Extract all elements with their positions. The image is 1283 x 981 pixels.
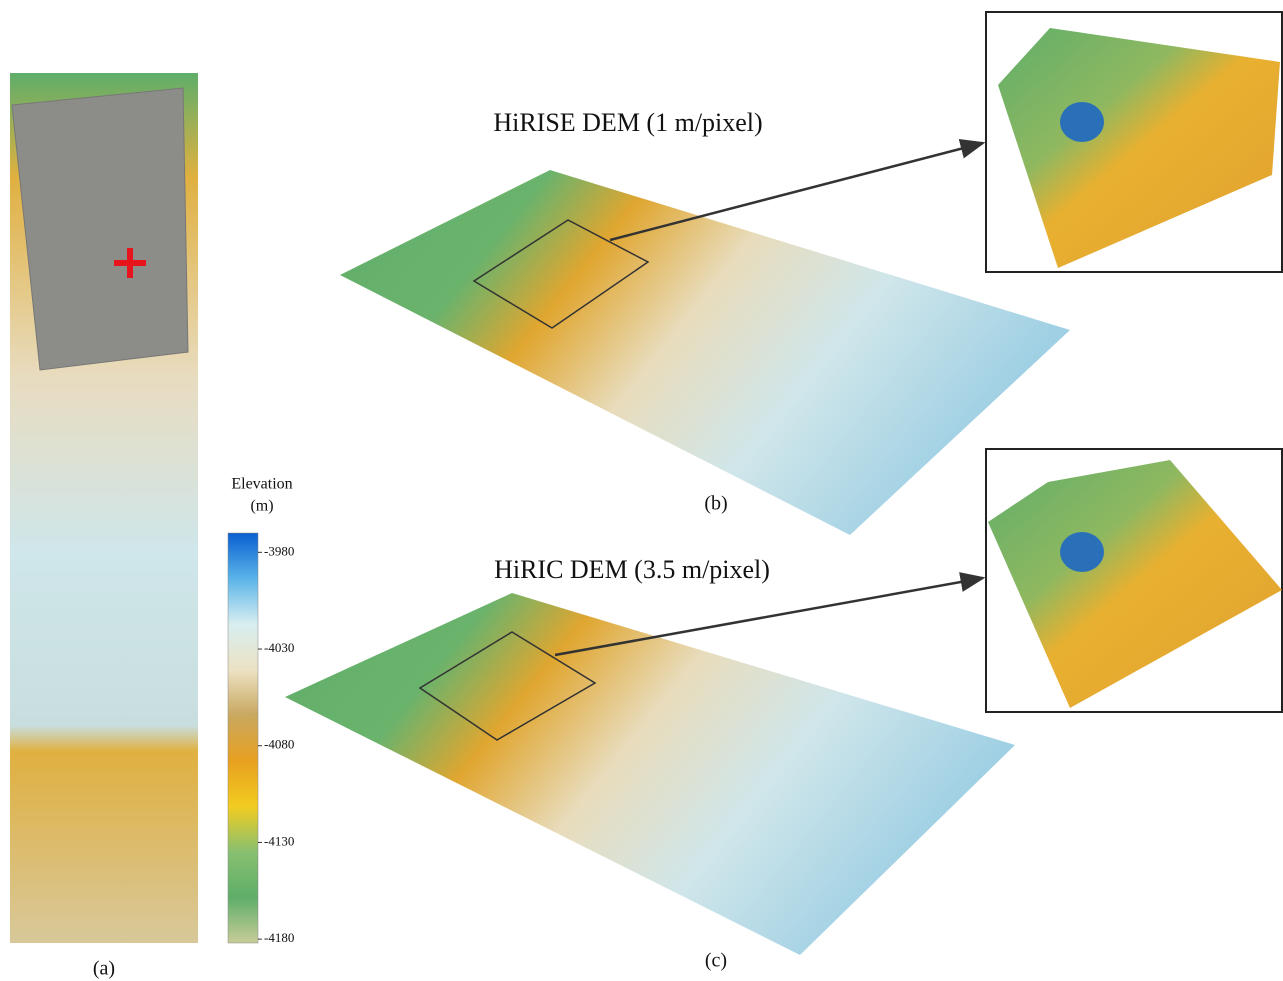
dem-surface: [285, 593, 1015, 955]
panel-label: (c): [705, 950, 727, 972]
zoom-arrow: [555, 578, 983, 655]
dem-surface: [340, 170, 1070, 535]
crater: [1060, 102, 1104, 142]
colorbar-tick-label: -4180: [264, 930, 294, 945]
colorbar-unit: (m): [250, 498, 273, 515]
colorbar-tick-label: -4130: [264, 833, 294, 848]
image-footprint: [12, 88, 188, 370]
panel-title: HiRIC DEM (3.5 m/pixel): [494, 555, 770, 584]
panel-title: HiRISE DEM (1 m/pixel): [493, 108, 762, 137]
crater: [1060, 532, 1104, 572]
colorbar-tick-label: -4080: [264, 737, 294, 752]
colorbar-title: Elevation: [231, 476, 292, 493]
figure: (a) Elevation (m) HiRISE DEM (1 m/pixel)…: [0, 0, 1283, 981]
colorbar-tick-label: -3980: [264, 543, 294, 558]
colorbar-tick-label: -4030: [264, 640, 294, 655]
panel-label: (a): [93, 958, 115, 980]
zoom-arrow: [610, 143, 983, 240]
colorbar: [228, 533, 258, 943]
panel-label: (b): [704, 493, 727, 515]
